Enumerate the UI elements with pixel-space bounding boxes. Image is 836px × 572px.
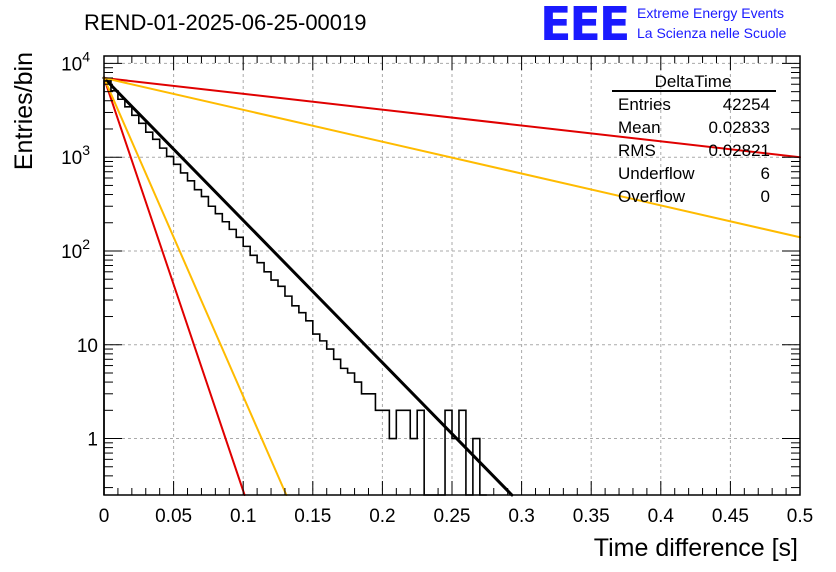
stats-value-mean: 0.02833: [709, 118, 770, 137]
plot-frame: [103, 55, 801, 496]
stats-value-entries: 42254: [723, 95, 770, 114]
stats-value-overflow: 0: [761, 187, 770, 206]
chart-title: REND-01-2025-06-25-00019: [84, 10, 367, 35]
y-tick-label: 102: [61, 236, 90, 263]
shallow-curve: [103, 76, 801, 159]
x-tick-label: 0.25: [434, 506, 471, 527]
x-tick-label: 0.35: [573, 506, 610, 527]
y-axis-label: Entries/bin: [10, 52, 38, 170]
stats-title: DeltaTime: [655, 72, 732, 91]
y-tick-label: 10: [77, 336, 98, 357]
x-tick-label: 0.15: [294, 506, 331, 527]
stats-value-rms: 0.02821: [709, 141, 770, 160]
stats-label-overflow: Overflow: [618, 187, 686, 206]
eee-logo: EEE: [540, 0, 628, 51]
x-tick-label: 0.1: [230, 506, 256, 527]
y-tick-label: 103: [61, 142, 90, 169]
x-tick-label: 0.45: [712, 506, 749, 527]
stats-value-underflow: 6: [761, 164, 770, 183]
org-name-line2: La Scienza nelle Scuole: [637, 25, 787, 41]
steep-curve: [103, 76, 288, 496]
axes: 0 0.05 0.1 0.15 0.2 0.25 0.3 0.35 0.4 0.45 0.5 1 10 1…: [61, 48, 813, 527]
x-tick-label: 0.4: [648, 506, 675, 527]
x-tick-label: 0: [99, 506, 110, 527]
stats-label-mean: Mean: [618, 118, 661, 137]
stats-box: DeltaTime Entries 42254 Mean 0.02833 RMS…: [612, 72, 776, 206]
x-tick-label: 0.2: [369, 506, 395, 527]
x-tick-label: 0.05: [155, 506, 192, 527]
x-tick-label: 0.3: [508, 506, 534, 527]
x-axis-label: Time difference [s]: [594, 534, 798, 562]
plot-area: [102, 76, 801, 497]
y-tick-label: 1: [87, 430, 98, 451]
shallow-curve: [103, 76, 801, 239]
stats-label-underflow: Underflow: [618, 164, 695, 183]
stats-label-entries: Entries: [618, 95, 671, 114]
stats-label-rms: RMS: [618, 141, 656, 160]
steep-curve: [103, 76, 246, 496]
org-name-line1: Extreme Energy Events: [637, 5, 784, 21]
histogram: [103, 80, 487, 496]
y-tick-label: 104: [61, 48, 90, 75]
x-tick-label: 0.5: [787, 506, 813, 527]
fit-line: [102, 76, 514, 497]
